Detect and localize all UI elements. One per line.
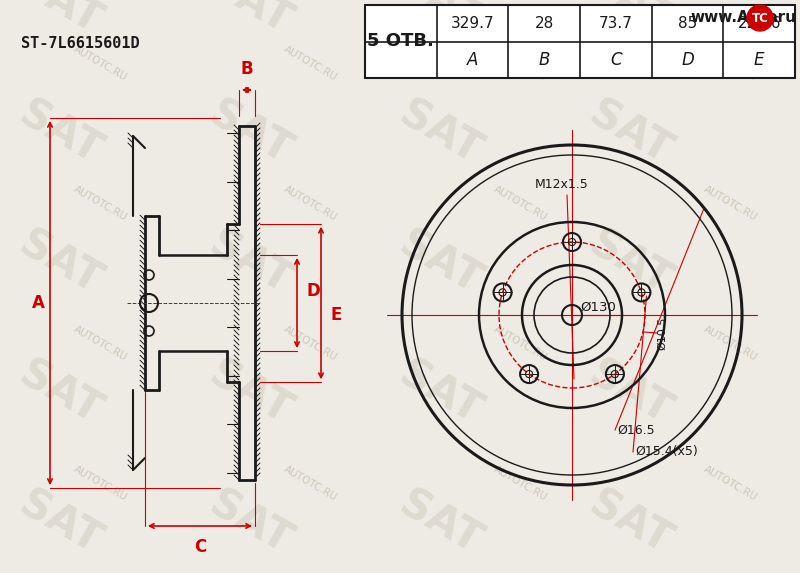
Text: AUTOTC.RU: AUTOTC.RU (702, 324, 758, 362)
Text: SAT: SAT (202, 353, 298, 433)
Text: AUTOTC.RU: AUTOTC.RU (71, 464, 129, 503)
Text: ST-7L6615601D: ST-7L6615601D (21, 36, 139, 50)
Text: A: A (31, 294, 45, 312)
Text: AUTOTC.RU: AUTOTC.RU (702, 464, 758, 503)
Text: SAT: SAT (392, 353, 488, 433)
Text: SAT: SAT (202, 0, 298, 43)
Text: E: E (331, 306, 342, 324)
Text: Ø16.5: Ø16.5 (617, 423, 654, 437)
Text: .ru: .ru (773, 10, 797, 26)
Text: SAT: SAT (12, 223, 108, 303)
Text: AUTOTC.RU: AUTOTC.RU (71, 324, 129, 362)
Text: SAT: SAT (582, 0, 678, 43)
Text: E: E (754, 51, 765, 69)
Text: C: C (610, 51, 622, 69)
Text: AUTOTC.RU: AUTOTC.RU (71, 44, 129, 83)
Circle shape (747, 5, 773, 31)
Text: AUTOTC.RU: AUTOTC.RU (491, 324, 549, 362)
Text: SAT: SAT (12, 0, 108, 43)
Text: D: D (307, 282, 321, 300)
Text: SAT: SAT (202, 93, 298, 173)
Text: SAT: SAT (582, 483, 678, 563)
Text: SAT: SAT (392, 0, 488, 43)
Text: AUTOTC.RU: AUTOTC.RU (282, 324, 338, 362)
Text: 5 ОТВ.: 5 ОТВ. (367, 33, 434, 50)
Text: Ø10.5: Ø10.5 (657, 316, 667, 350)
Text: AUTOTC.RU: AUTOTC.RU (702, 44, 758, 83)
Text: 73.7: 73.7 (599, 15, 633, 31)
Text: SAT: SAT (12, 353, 108, 433)
Text: SAT: SAT (392, 93, 488, 173)
Text: B: B (241, 60, 254, 78)
Text: AUTOTC.RU: AUTOTC.RU (282, 44, 338, 83)
Text: SAT: SAT (202, 483, 298, 563)
Text: TC: TC (751, 11, 769, 25)
Text: 28: 28 (534, 15, 554, 31)
Text: AUTOTC.RU: AUTOTC.RU (491, 183, 549, 222)
Text: SAT: SAT (202, 223, 298, 303)
Text: Ø130: Ø130 (580, 300, 616, 313)
Bar (365, 5, 795, 78)
Text: AUTOTC.RU: AUTOTC.RU (702, 183, 758, 222)
Text: www.Auto: www.Auto (690, 10, 778, 26)
Text: SAT: SAT (582, 223, 678, 303)
Text: AUTOTC.RU: AUTOTC.RU (491, 44, 549, 83)
Text: AUTOTC.RU: AUTOTC.RU (491, 464, 549, 503)
Text: A: A (467, 51, 478, 69)
Text: SAT: SAT (582, 93, 678, 173)
Text: AUTOTC.RU: AUTOTC.RU (71, 183, 129, 222)
Text: C: C (194, 538, 206, 556)
Text: AUTOTC.RU: AUTOTC.RU (282, 183, 338, 222)
Text: 85: 85 (678, 15, 697, 31)
Text: SAT: SAT (582, 353, 678, 433)
Text: SAT: SAT (392, 483, 488, 563)
Text: 329.7: 329.7 (450, 15, 494, 31)
Text: SAT: SAT (392, 223, 488, 303)
Text: Ø15.4(x5): Ø15.4(x5) (635, 445, 698, 458)
Text: 221.6: 221.6 (738, 15, 781, 31)
Text: M12x1.5: M12x1.5 (535, 179, 589, 191)
Text: B: B (538, 51, 550, 69)
Text: SAT: SAT (12, 483, 108, 563)
Text: D: D (681, 51, 694, 69)
Text: SAT: SAT (12, 93, 108, 173)
Text: AUTOTC.RU: AUTOTC.RU (282, 464, 338, 503)
